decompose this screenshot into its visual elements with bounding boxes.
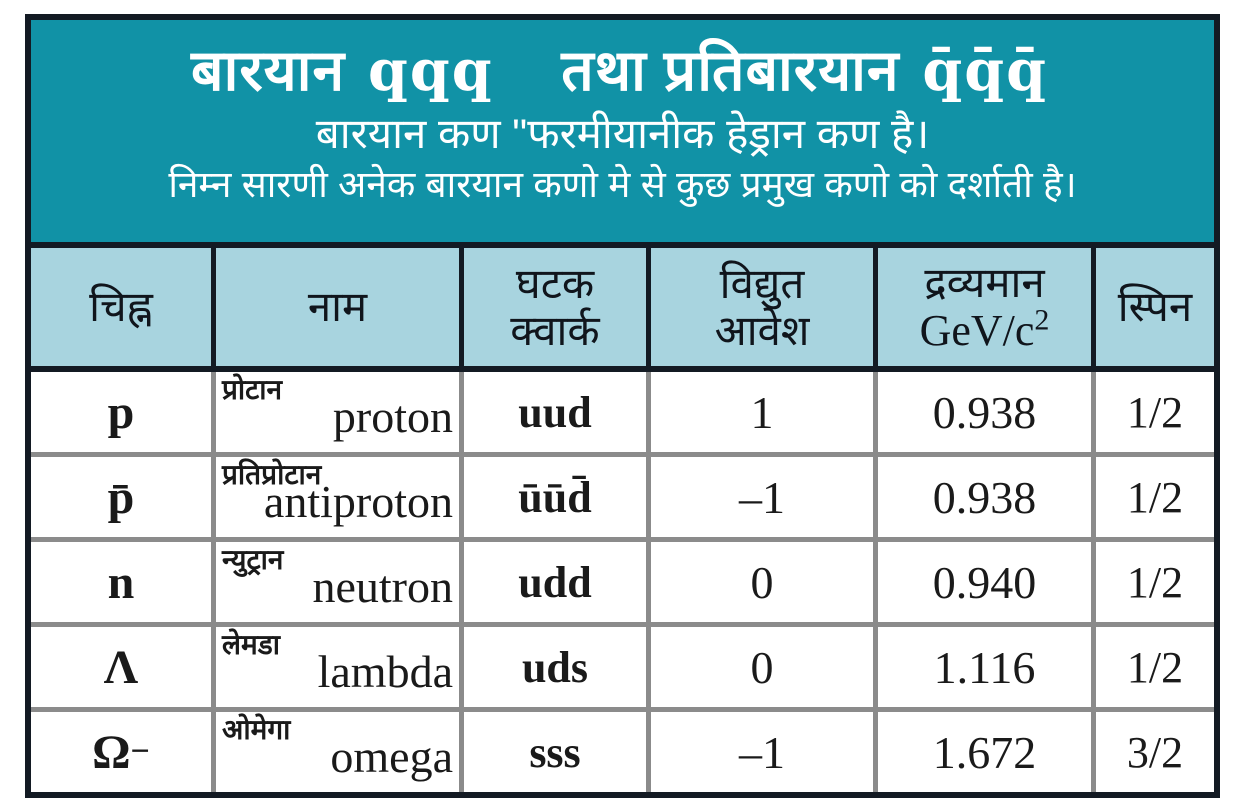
particle-symbol: n <box>107 555 135 609</box>
title-text-antibaryon: तथा प्रतिबारयान <box>561 39 900 103</box>
table-frame: बारयान qqq तथा प्रतिबारयान q̄q̄q̄ बारयान… <box>25 14 1220 798</box>
mass-unit-base: GeV/c <box>919 305 1035 355</box>
cell-name: प्रतिप्रोटान antiproton <box>216 457 459 537</box>
cell-quarks: uds <box>464 627 646 707</box>
title-qqq: qqq <box>367 37 494 104</box>
page-title: बारयान qqq तथा प्रतिबारयान q̄q̄q̄ <box>31 37 1214 104</box>
particle-name-hindi: लेमडा <box>222 629 280 660</box>
table-body: p प्रोटान proton uud 1 0.938 1/2 p̄ प्रत… <box>31 372 1214 792</box>
cell-charge: 0 <box>651 542 873 622</box>
col-header-quarks-line2: क्वार्क <box>510 307 600 354</box>
cell-name: प्रोटान proton <box>216 372 459 452</box>
col-header-name: नाम <box>216 248 459 366</box>
col-header-mass-unit: GeV/c2 <box>919 303 1050 355</box>
cell-spin: 3/2 <box>1096 712 1214 792</box>
col-header-mass-line1: द्रव्यमान <box>924 258 1045 306</box>
particle-name-english: antiproton <box>263 476 453 528</box>
col-header-quarks-line1: घटक <box>515 259 595 307</box>
cell-spin: 1/2 <box>1096 627 1214 707</box>
cell-charge: –1 <box>651 712 873 792</box>
particle-symbol: p̄ <box>107 470 135 524</box>
cell-symbol: p̄ <box>31 457 211 537</box>
particle-symbol: Λ <box>103 640 139 694</box>
cell-charge: 0 <box>651 627 873 707</box>
cell-mass: 0.938 <box>878 372 1091 452</box>
particle-name-hindi: न्युट्रान <box>222 544 284 575</box>
particle-name-hindi: प्रतिप्रोटान <box>222 459 322 490</box>
cell-symbol: n <box>31 542 211 622</box>
subtitle-1: बारयान कण "फरमीयानीक हेड्रान कण है। <box>315 109 930 157</box>
particle-name-english: proton <box>332 391 453 443</box>
cell-name: न्युट्रान neutron <box>216 542 459 622</box>
banner: बारयान qqq तथा प्रतिबारयान q̄q̄q̄ बारयान… <box>31 20 1214 242</box>
col-header-spin-label: स्पिन <box>1117 283 1193 331</box>
cell-quarks: uud <box>464 372 646 452</box>
col-header-name-label: नाम <box>307 283 368 331</box>
col-header-mass: द्रव्यमान GeV/c2 <box>878 248 1091 366</box>
cell-name: लेमडा lambda <box>216 627 459 707</box>
cell-quarks: ūūd̄ <box>464 457 646 537</box>
particle-symbol: Ω <box>92 725 131 779</box>
cell-quarks: udd <box>464 542 646 622</box>
cell-mass: 1.672 <box>878 712 1091 792</box>
title-text-baryon: बारयान <box>191 39 346 103</box>
col-header-quarks: घटक क्वार्क <box>464 248 646 366</box>
cell-symbol: Ω − <box>31 712 211 792</box>
cell-spin: 1/2 <box>1096 542 1214 622</box>
cell-mass: 1.116 <box>878 627 1091 707</box>
cell-charge: 1 <box>651 372 873 452</box>
cell-name: ओमेगा omega <box>216 712 459 792</box>
particle-name-english: omega <box>330 731 453 783</box>
title-qbar: q̄q̄q̄ <box>922 37 1048 104</box>
particle-name-hindi: ओमेगा <box>222 714 291 745</box>
cell-symbol: p <box>31 372 211 452</box>
col-header-charge-line2: आवेश <box>714 307 810 354</box>
subtitle-2: निम्न सारणी अनेक बारयान कणो मे से कुछ प्… <box>168 163 1077 205</box>
table-header-row: चिह्न नाम घटक क्वार्क विद्युत आवेश द्रव्… <box>31 242 1214 372</box>
cell-mass: 0.938 <box>878 457 1091 537</box>
col-header-charge: विद्युत आवेश <box>651 248 873 366</box>
cell-symbol: Λ <box>31 627 211 707</box>
cell-quarks: sss <box>464 712 646 792</box>
cell-spin: 1/2 <box>1096 372 1214 452</box>
particle-symbol: p <box>107 385 135 439</box>
particle-name-english: lambda <box>317 646 453 698</box>
cell-mass: 0.940 <box>878 542 1091 622</box>
col-header-charge-line1: विद्युत <box>719 259 805 307</box>
col-header-symbol-label: चिह्न <box>89 283 153 331</box>
particle-name-hindi: प्रोटान <box>222 374 283 405</box>
cell-spin: 1/2 <box>1096 457 1214 537</box>
cell-charge: –1 <box>651 457 873 537</box>
col-header-spin: स्पिन <box>1096 248 1214 366</box>
col-header-symbol: चिह्न <box>31 248 211 366</box>
particle-name-english: neutron <box>312 561 453 613</box>
mass-unit-exponent: 2 <box>1034 303 1050 337</box>
